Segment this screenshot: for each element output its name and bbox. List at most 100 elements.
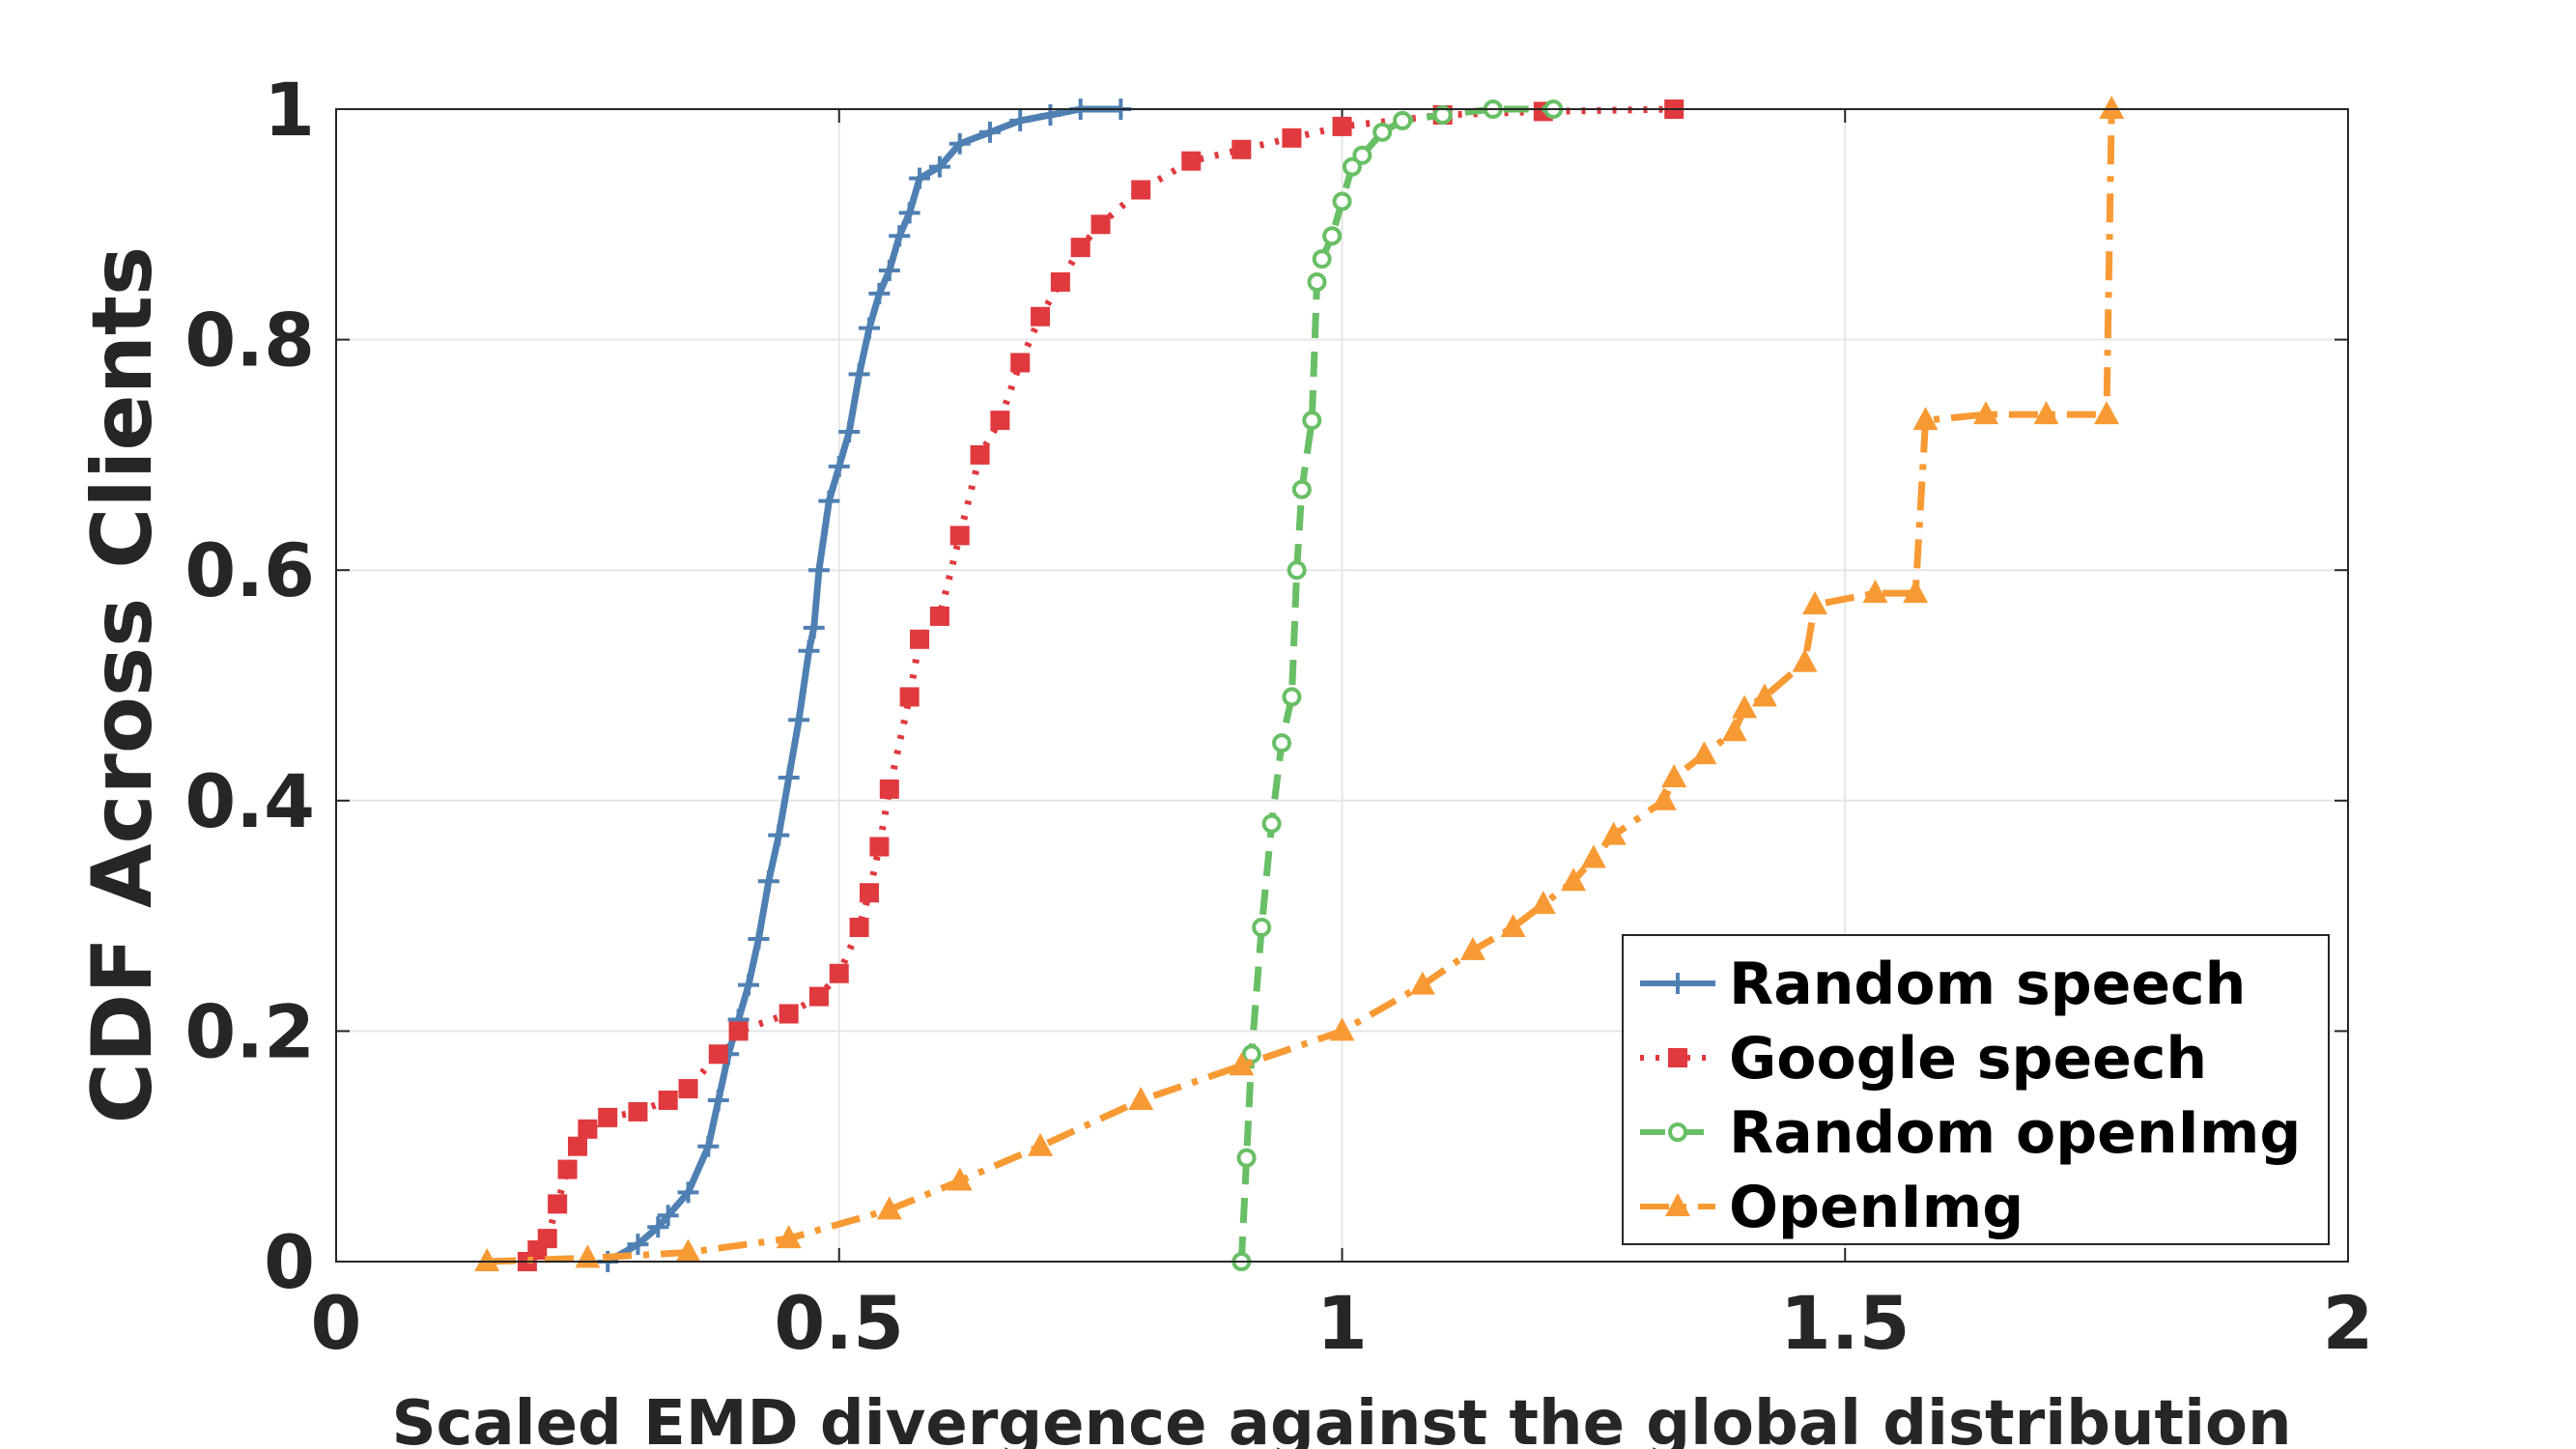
data-point — [557, 1159, 578, 1179]
data-point — [1312, 249, 1332, 270]
data-point — [1031, 306, 1051, 327]
data-point — [1409, 971, 1435, 995]
data-point — [1307, 271, 1327, 292]
data-point — [970, 444, 990, 465]
x-axis-label: Scaled EMD divergence against the global… — [391, 1388, 2291, 1449]
legend-marker — [1667, 973, 1688, 994]
data-point — [567, 1136, 587, 1156]
legend-item: Random speech — [1640, 951, 2246, 1018]
data-point — [990, 411, 1010, 431]
data-point — [1070, 238, 1090, 258]
data-point — [1302, 411, 1322, 431]
data-point — [678, 1079, 698, 1099]
data-point — [728, 1021, 749, 1041]
data-point — [627, 1234, 649, 1256]
legend-marker — [1665, 1193, 1690, 1216]
tick-labels: 0 0.5 1 1.5 2 0 0.2 0.4 0.6 0.8 1 — [184, 67, 2373, 1366]
data-point — [978, 121, 1001, 143]
x-tick-label: 0 — [311, 1280, 362, 1366]
x-tick-label: 1 — [1316, 1280, 1368, 1366]
data-point — [818, 490, 840, 512]
data-point — [1721, 718, 1747, 742]
data-point — [1432, 104, 1453, 125]
data-point — [1661, 763, 1687, 787]
data-point — [776, 1225, 802, 1249]
data-point — [1903, 580, 1929, 604]
data-point — [1291, 479, 1312, 499]
data-point — [1236, 1148, 1257, 1168]
data-point — [1352, 145, 1373, 165]
data-point — [879, 779, 899, 799]
data-point — [859, 883, 879, 903]
data-point — [657, 1205, 679, 1227]
data-point — [628, 1101, 648, 1122]
y-axis-label: CDF Across Clients — [74, 246, 171, 1123]
data-point — [807, 559, 830, 582]
data-point — [677, 1181, 699, 1204]
data-point — [1342, 156, 1362, 177]
data-point — [1751, 683, 1777, 707]
series-3 — [474, 96, 2125, 1271]
data-point — [1287, 560, 1307, 581]
data-point — [858, 317, 880, 339]
data-point — [1691, 741, 1717, 765]
data-point — [1282, 687, 1302, 707]
legend-item: Random openImg — [1640, 1099, 2301, 1167]
data-point — [928, 156, 950, 178]
data-point — [803, 616, 825, 639]
data-point — [899, 687, 920, 707]
data-point — [1272, 733, 1292, 753]
legend-marker — [1668, 1048, 1687, 1067]
data-point — [738, 974, 760, 996]
data-point — [598, 1107, 618, 1127]
data-point — [1181, 151, 1202, 171]
data-point — [1090, 214, 1111, 235]
data-point — [1261, 813, 1282, 834]
data-point — [929, 606, 949, 626]
y-tick-label: 0.4 — [184, 758, 315, 844]
data-point — [829, 963, 849, 983]
data-point — [1792, 648, 1818, 672]
x-tick-label: 0.5 — [774, 1280, 904, 1366]
data-point — [1039, 103, 1062, 126]
legend-item: OpenImg — [1640, 1174, 2024, 1241]
data-point — [948, 132, 971, 155]
data-point — [1252, 918, 1272, 938]
data-point — [838, 421, 861, 443]
data-point — [1862, 580, 1888, 604]
data-point — [1600, 821, 1627, 845]
data-point — [1009, 109, 1032, 131]
data-point — [2094, 401, 2120, 425]
data-point — [878, 260, 900, 282]
y-tick-label: 0.2 — [184, 988, 315, 1074]
data-point — [909, 167, 931, 189]
data-point — [778, 1004, 799, 1024]
data-point — [537, 1229, 557, 1249]
data-point — [2099, 96, 2125, 119]
data-point — [1912, 407, 1939, 431]
data-point — [898, 202, 920, 224]
data-point — [849, 918, 869, 938]
data-point — [1010, 353, 1031, 373]
data-point — [1459, 936, 1486, 960]
y-tick-label: 1 — [264, 67, 315, 153]
data-point — [2033, 401, 2059, 425]
data-point — [578, 1119, 598, 1139]
data-point — [788, 709, 810, 731]
data-point — [808, 986, 829, 1007]
data-point — [768, 824, 790, 846]
data-point — [910, 629, 930, 649]
data-point — [647, 1216, 669, 1238]
data-point — [949, 526, 970, 546]
data-point — [1332, 116, 1352, 136]
data-point — [1973, 401, 1999, 425]
data-point — [548, 1194, 568, 1214]
data-point — [658, 1090, 678, 1110]
data-point — [1128, 1086, 1154, 1110]
data-point — [1373, 122, 1393, 142]
data-point — [828, 455, 850, 477]
data-point — [757, 870, 779, 893]
data-point — [697, 1135, 720, 1157]
